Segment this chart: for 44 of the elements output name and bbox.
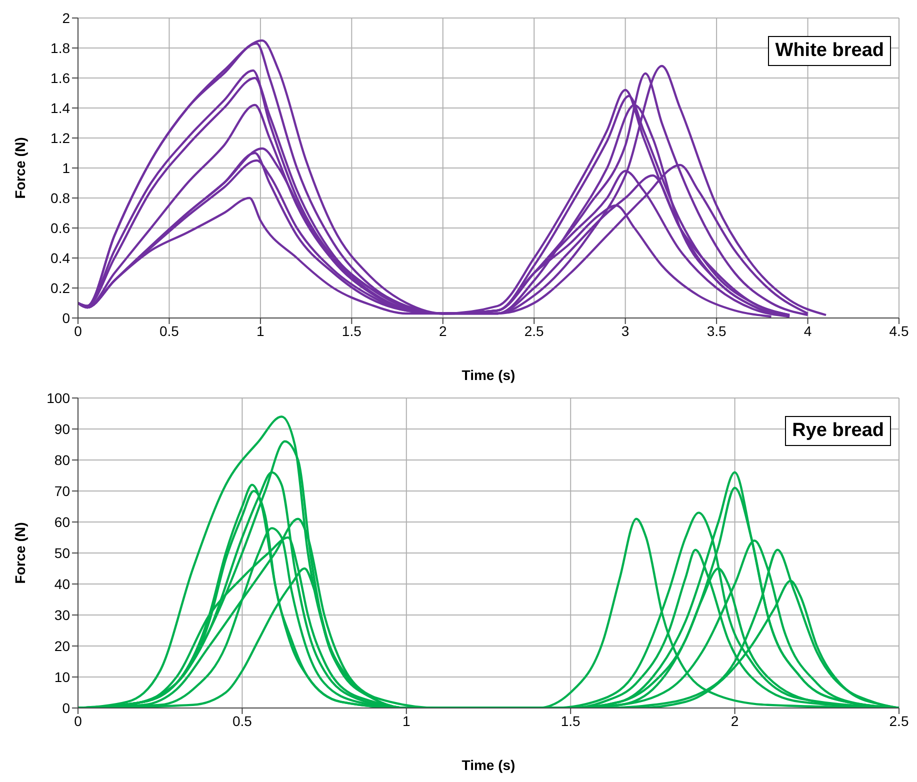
x-tick-label: 3 xyxy=(621,322,630,339)
y-tick-label: 90 xyxy=(54,420,70,437)
x-tick-label: 3.5 xyxy=(706,322,726,339)
x-tick-label: 2.5 xyxy=(889,712,909,729)
y-tick-label: 20 xyxy=(54,638,70,654)
y-tick-label: 1.2 xyxy=(50,130,70,146)
x-tick-label: 2 xyxy=(438,322,447,339)
y-axis-title: Force (N) xyxy=(12,137,28,199)
y-tick-label: 50 xyxy=(54,544,70,561)
y-tick-label: 80 xyxy=(54,452,70,468)
y-tick-label: 0.6 xyxy=(50,220,70,236)
x-tick-label: 1 xyxy=(256,322,265,339)
y-tick-label: 1.8 xyxy=(50,40,70,56)
x-tick-label: 2.5 xyxy=(524,322,544,339)
x-tick-label: 1.5 xyxy=(342,322,362,339)
x-tick-label: 4.5 xyxy=(889,322,909,339)
y-tick-label: 1.6 xyxy=(50,70,70,86)
annotation: Rye bread xyxy=(785,416,891,446)
y-tick-label: 0.8 xyxy=(50,190,70,206)
y-tick-label: 30 xyxy=(54,606,70,623)
y-tick-label: 0 xyxy=(62,310,70,326)
x-tick-label: 4 xyxy=(804,322,812,339)
y-tick-label: 1.4 xyxy=(50,100,70,116)
x-axis-title: Time (s) xyxy=(462,757,516,773)
y-tick-label: 1 xyxy=(62,160,70,176)
y-tick-label: 0.2 xyxy=(50,280,70,296)
x-tick-label: 2 xyxy=(730,712,739,729)
y-tick-label: 2 xyxy=(62,10,70,26)
y-tick-label: 40 xyxy=(54,576,70,592)
y-tick-label: 0 xyxy=(62,700,70,716)
x-tick-label: 0 xyxy=(74,712,82,729)
x-tick-label: 0.5 xyxy=(232,712,252,729)
x-axis-title: Time (s) xyxy=(462,367,516,383)
y-tick-label: 60 xyxy=(54,514,70,530)
y-tick-label: 0.4 xyxy=(50,250,70,266)
annotation: White bread xyxy=(768,36,891,66)
x-tick-label: 0.5 xyxy=(159,322,180,339)
y-axis-title: Force (N) xyxy=(12,522,28,584)
y-tick-label: 100 xyxy=(46,390,70,406)
y-tick-label: 70 xyxy=(54,482,70,499)
x-tick-label: 1 xyxy=(402,712,410,729)
y-tick-label: 10 xyxy=(54,668,70,685)
x-tick-label: 0 xyxy=(74,322,82,339)
x-tick-label: 1.5 xyxy=(560,712,581,729)
